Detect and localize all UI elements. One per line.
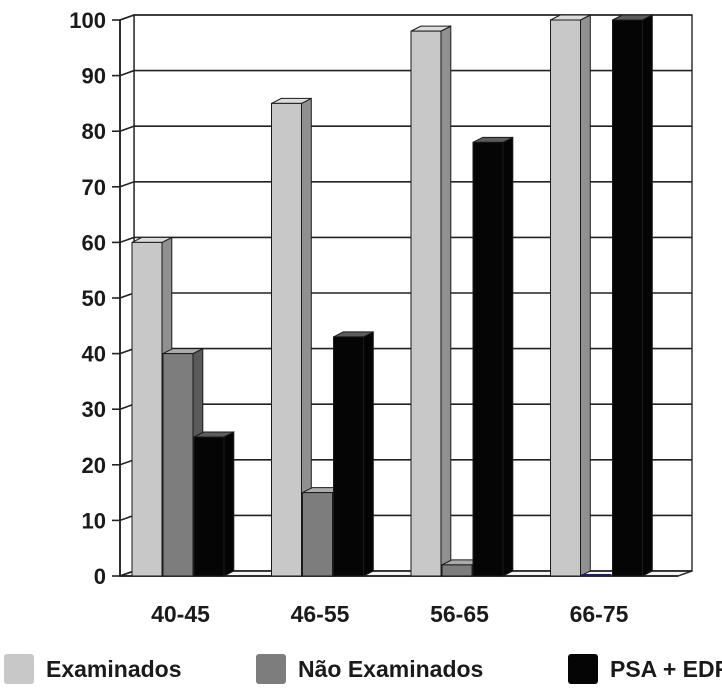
bar-side	[223, 431, 235, 577]
bar-side	[363, 331, 374, 577]
gridline	[119, 69, 692, 77]
bar-front	[271, 102, 302, 577]
bar-front	[333, 336, 364, 577]
legend-swatch	[256, 654, 286, 684]
y-tick-label: 50	[82, 286, 106, 311]
bar-front	[193, 436, 225, 577]
bar-front	[441, 564, 473, 577]
gridline	[119, 14, 692, 21]
y-tick-label: 0	[94, 564, 106, 589]
bars	[131, 14, 653, 577]
x-tick-label: 56-65	[430, 601, 489, 627]
legend-swatch	[568, 654, 598, 684]
y-tick-label: 70	[82, 175, 106, 200]
legend-item: Não Examinados	[256, 654, 483, 684]
x-tick-label: 46-55	[291, 601, 350, 627]
bar-front	[550, 19, 581, 577]
y-tick-label: 20	[82, 453, 106, 478]
legend-item: Examinados	[4, 654, 182, 684]
bar	[193, 431, 235, 577]
bar	[472, 136, 514, 577]
y-tick-label: 30	[82, 397, 106, 422]
bar	[410, 25, 452, 577]
bar	[333, 331, 374, 577]
y-tick-label: 10	[82, 508, 106, 533]
y-tick-label: 60	[82, 230, 106, 255]
y-tick-label: 90	[82, 64, 106, 89]
legend-swatch	[4, 654, 34, 684]
gridline	[119, 125, 692, 132]
legend: Examinados Não Examinados PSA + EDR	[0, 654, 722, 692]
bar-side	[642, 14, 653, 577]
bar-front	[302, 492, 333, 577]
bar-front	[410, 30, 442, 577]
bar	[612, 14, 653, 577]
bar	[271, 97, 312, 577]
legend-label: Não Examinados	[298, 655, 484, 682]
x-tick-label: 40-45	[151, 601, 210, 627]
bar-front	[162, 353, 194, 577]
y-tick-label: 40	[82, 342, 106, 367]
y-tick-label: 100	[69, 8, 106, 33]
legend-label: Examinados	[46, 655, 182, 682]
legend-item: PSA + EDR	[568, 654, 722, 684]
bar-front	[612, 19, 643, 577]
y-axis-ticks: 0 10 20 30 40 50 60 70 80 90 100	[69, 8, 106, 589]
bar-side	[502, 136, 514, 577]
bar-side	[440, 25, 452, 577]
bar	[550, 14, 591, 577]
bar-front	[472, 141, 504, 577]
y-tick-label: 80	[82, 119, 106, 144]
x-axis-labels: 40-45 46-55 56-65 66-75	[151, 601, 629, 627]
x-tick-label: 66-75	[570, 601, 629, 627]
bar-side	[580, 14, 591, 577]
bar-front	[131, 241, 163, 577]
legend-label: PSA + EDR	[610, 655, 722, 682]
